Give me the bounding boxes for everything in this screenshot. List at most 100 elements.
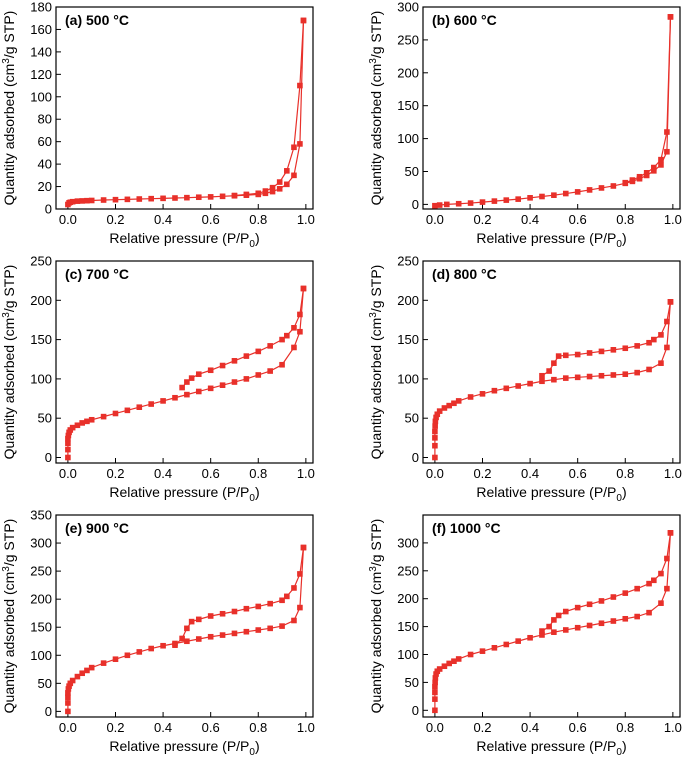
panel-2: 0.0 0.2 0.4 0.6 0.8 1.0 0 50 100 150 200 250 Relativ… (1, 254, 315, 505)
data-point (112, 656, 119, 663)
data-point (446, 402, 452, 409)
data-point (231, 608, 238, 615)
y-axis-label: Quantity adsorbed (cm3/g STP) (1, 519, 17, 714)
data-point (74, 673, 81, 680)
y-tick-label: 0 (412, 703, 419, 718)
data-point (267, 625, 273, 632)
data-point (562, 608, 569, 615)
data-point (562, 352, 569, 359)
data-point (297, 328, 303, 335)
y-tick-label: 200 (30, 293, 52, 308)
data-point (574, 374, 581, 381)
data-point (555, 612, 562, 619)
data-point (622, 615, 629, 622)
y-tick-label: 180 (30, 0, 52, 15)
x-tick-label: 0.2 (106, 212, 124, 227)
data-point (66, 683, 72, 689)
data-point (432, 707, 438, 714)
data-point (432, 435, 438, 441)
data-point (297, 311, 303, 318)
data-point (148, 645, 154, 652)
data-point (646, 339, 652, 346)
data-point (634, 613, 640, 620)
data-point (184, 391, 190, 398)
adsorption-line (67, 20, 305, 205)
data-point (610, 594, 617, 600)
y-tick-label: 100 (30, 371, 52, 386)
x-tick-label: 0.0 (426, 466, 444, 481)
data-point (219, 382, 226, 388)
y-tick-label: 50 (405, 164, 419, 179)
x-tick-label: 0.6 (202, 466, 220, 481)
data-point (562, 190, 569, 197)
panel-3: 0.0 0.2 0.4 0.6 0.8 1.0 0 50 100 150 200 250 Relativ… (368, 254, 682, 505)
data-point (160, 398, 166, 404)
data-point (432, 684, 438, 690)
data-point (539, 632, 545, 638)
data-point (455, 656, 462, 662)
y-tick-label: 0 (412, 450, 419, 465)
y-tick-label: 150 (397, 98, 419, 113)
data-point (255, 603, 262, 610)
data-point (432, 675, 439, 681)
data-point (231, 192, 238, 199)
data-point (664, 555, 670, 562)
data-point (432, 454, 438, 461)
x-tick-label: 0.8 (616, 466, 634, 481)
y-tick-label: 300 (397, 0, 419, 15)
plot-frame (55, 6, 314, 210)
y-tick-label: 250 (30, 564, 52, 579)
data-point (65, 440, 71, 447)
y-tick-label: 250 (397, 32, 419, 47)
y-tick-label: 250 (397, 563, 419, 578)
y-tick-label: 150 (30, 332, 52, 347)
plot-frame (422, 6, 681, 210)
data-point (100, 413, 107, 420)
data-point (503, 197, 510, 203)
data-point (658, 360, 664, 366)
y-tick-label: 300 (397, 535, 419, 550)
data-point (148, 195, 154, 202)
data-point (84, 197, 90, 204)
y-tick-label: 100 (397, 371, 419, 386)
data-point (207, 633, 214, 640)
data-point (539, 372, 545, 379)
data-point (231, 358, 238, 364)
data-point (432, 696, 438, 702)
data-point (629, 177, 636, 183)
data-point (195, 388, 202, 395)
plot-frame (55, 260, 314, 464)
data-point (69, 198, 76, 205)
data-point (243, 628, 250, 635)
data-point (112, 410, 119, 417)
y-axis-label: Quantity adsorbed (cm3/g STP) (1, 11, 17, 206)
plot-frame (422, 514, 681, 718)
x-axis-label: Relative pressure (P/P0) (476, 230, 626, 250)
data-point (184, 194, 190, 201)
data-point (436, 666, 443, 672)
y-axis-label: Quantity adsorbed (cm3/g STP) (368, 265, 384, 460)
y-tick-label: 120 (30, 67, 52, 82)
panel-0: 0.0 0.2 0.4 0.6 0.8 1.0 0 20 40 60 80 100 120 140 160 1… (1, 0, 315, 250)
x-tick-label: 0.0 (426, 720, 444, 735)
data-point (79, 420, 85, 426)
x-tick-label: 0.0 (59, 466, 77, 481)
x-tick-label: 0.4 (521, 466, 539, 481)
data-point (658, 570, 664, 577)
data-point (634, 343, 640, 349)
data-point (284, 332, 290, 339)
y-tick-label: 200 (30, 592, 52, 607)
y-tick-label: 50 (38, 411, 52, 426)
x-axis-label: Relative pressure (P/P0) (109, 484, 259, 504)
x-tick-label: 0.2 (473, 212, 491, 227)
data-point (291, 172, 297, 179)
data-point (88, 416, 95, 423)
data-point (479, 648, 486, 654)
panel-title: (c) 700 °C (65, 266, 129, 282)
data-point (610, 183, 617, 189)
x-axis-label: Relative pressure (P/P0) (109, 230, 259, 250)
x-tick-label: 0.6 (569, 720, 587, 735)
data-point (433, 414, 439, 421)
data-point (243, 353, 250, 359)
